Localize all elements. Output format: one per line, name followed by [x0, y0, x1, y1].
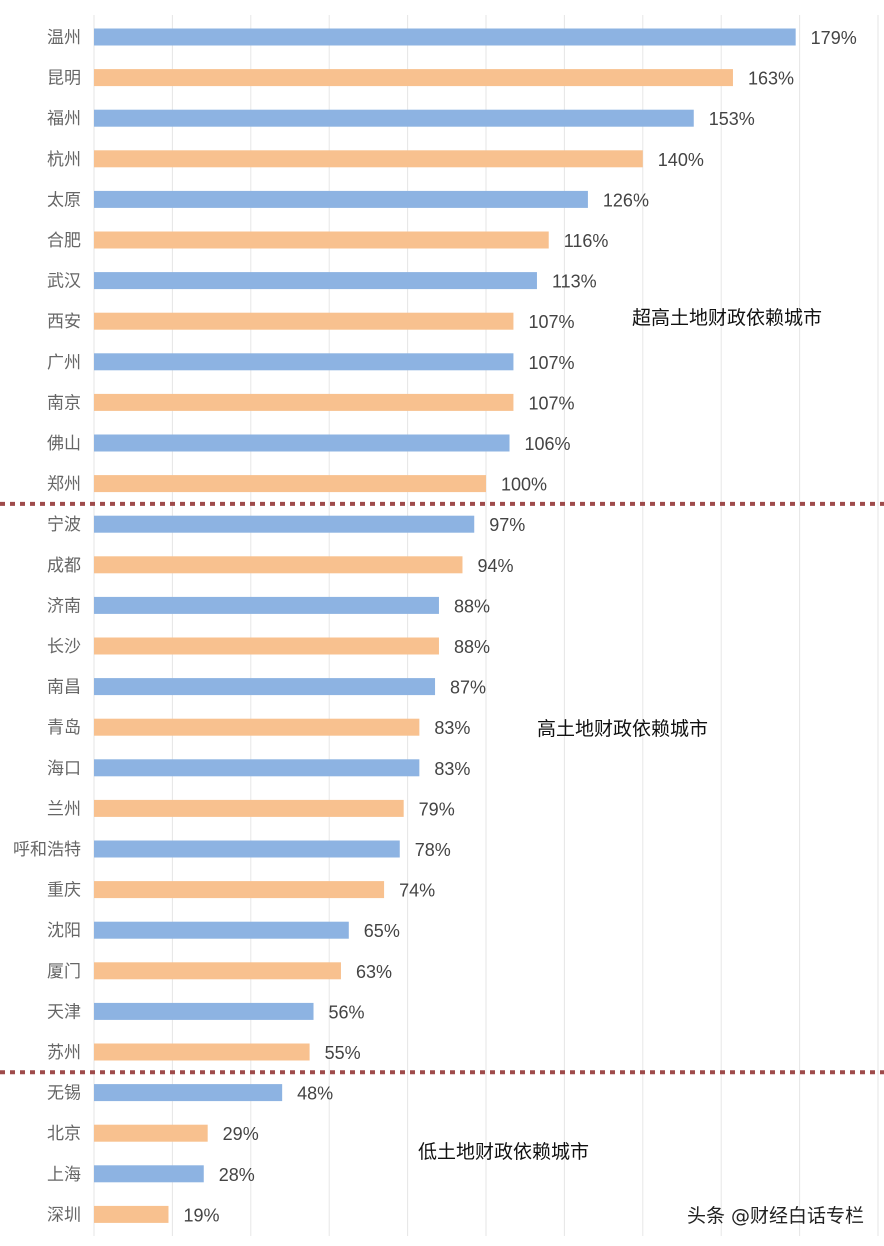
category-label: 郑州 [47, 475, 81, 495]
value-label: 55% [325, 1043, 361, 1063]
bar [94, 312, 514, 330]
value-label: 19% [183, 1205, 219, 1225]
category-label: 南昌 [47, 678, 81, 698]
bar [94, 231, 549, 249]
bar [94, 962, 341, 980]
bar [94, 272, 537, 290]
category-label: 西安 [47, 312, 81, 332]
bar [94, 109, 694, 127]
bar [94, 1084, 283, 1102]
value-label: 88% [454, 637, 490, 657]
annotation-low: 低土地财政依赖城市 [418, 1141, 590, 1163]
bar [94, 190, 588, 208]
value-label: 126% [603, 190, 649, 210]
bar [94, 475, 486, 493]
value-label: 78% [415, 840, 451, 860]
bar [94, 1205, 169, 1223]
category-label: 杭州 [47, 150, 81, 170]
value-label: 79% [419, 799, 455, 819]
bar [94, 393, 514, 411]
bar [94, 678, 436, 696]
value-label: 140% [658, 150, 704, 170]
bar [94, 434, 510, 452]
annotation-super-high: 超高土地财政依赖城市 [632, 307, 823, 329]
bar [94, 718, 420, 736]
bar [94, 515, 475, 533]
bar [94, 1043, 310, 1061]
value-label: 63% [356, 962, 392, 982]
value-label: 28% [219, 1165, 255, 1185]
bar [94, 921, 349, 939]
value-label: 179% [811, 28, 857, 48]
bar [94, 556, 463, 574]
value-label: 107% [528, 312, 574, 332]
bar [94, 596, 439, 614]
category-label: 武汉 [47, 272, 81, 292]
value-label: 29% [223, 1124, 259, 1144]
category-label: 成都 [47, 556, 81, 576]
value-label: 116% [564, 231, 609, 251]
value-label: 107% [528, 353, 574, 373]
category-label: 上海 [47, 1165, 81, 1185]
value-label: 56% [329, 1002, 365, 1022]
value-label: 94% [477, 556, 513, 576]
category-label: 合肥 [47, 231, 81, 251]
category-label: 广州 [47, 353, 81, 373]
value-label: 153% [709, 109, 755, 129]
value-label: 83% [434, 759, 470, 779]
category-label: 青岛 [47, 718, 81, 738]
value-label: 83% [434, 718, 470, 738]
bar [94, 150, 643, 168]
bar [94, 840, 400, 858]
value-label: 113% [552, 272, 597, 292]
category-label: 苏州 [47, 1043, 81, 1063]
value-label: 48% [297, 1084, 333, 1104]
bar [94, 637, 439, 655]
category-label: 福州 [47, 109, 81, 129]
watermark: 头条 @财经白话专栏 [686, 1205, 864, 1227]
value-label: 65% [364, 921, 400, 941]
category-label: 长沙 [47, 637, 81, 657]
value-label: 74% [399, 881, 435, 901]
category-label: 无锡 [47, 1084, 81, 1104]
category-label: 厦门 [47, 962, 81, 982]
bar [94, 881, 385, 899]
bar [94, 799, 404, 817]
value-label: 87% [450, 678, 486, 698]
bar [94, 1165, 204, 1183]
category-label: 天津 [47, 1002, 81, 1022]
category-label: 昆明 [47, 69, 81, 89]
category-label: 南京 [47, 393, 81, 413]
value-label: 88% [454, 596, 490, 616]
category-label: 呼和浩特 [13, 840, 81, 860]
value-label: 100% [501, 475, 547, 495]
value-label: 97% [489, 515, 525, 535]
value-label: 163% [748, 69, 794, 89]
category-label: 深圳 [47, 1205, 81, 1225]
category-label: 重庆 [47, 881, 81, 901]
category-label: 太原 [47, 190, 81, 210]
value-label: 107% [528, 393, 574, 413]
value-label: 106% [525, 434, 571, 454]
bar [94, 28, 796, 46]
bar [94, 69, 733, 87]
bar [94, 1124, 208, 1142]
category-label: 海口 [47, 759, 81, 779]
category-label: 宁波 [47, 515, 81, 535]
category-label: 济南 [47, 596, 81, 616]
category-label: 温州 [47, 28, 81, 48]
category-label: 兰州 [47, 799, 81, 819]
bar [94, 353, 514, 371]
category-label: 佛山 [47, 434, 81, 454]
annotation-high: 高土地财政依赖城市 [537, 718, 709, 740]
bar [94, 759, 420, 777]
category-label: 北京 [47, 1124, 81, 1144]
bar [94, 1002, 314, 1020]
category-label: 沈阳 [47, 921, 81, 941]
